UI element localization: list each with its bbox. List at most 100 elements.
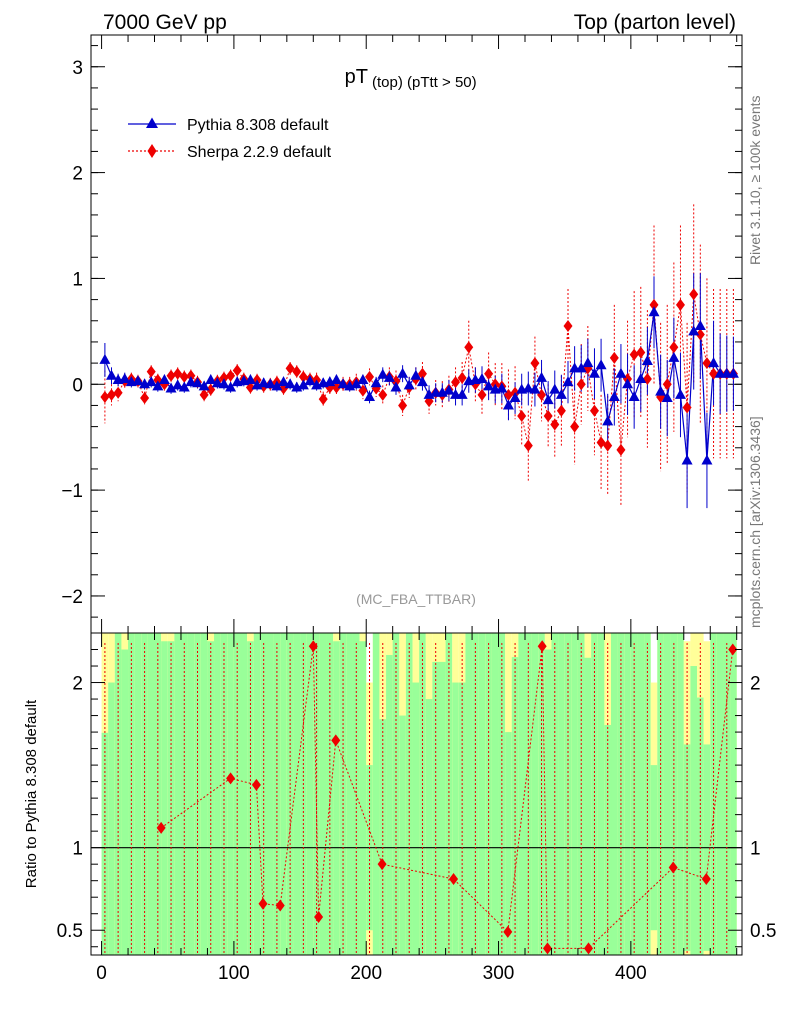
- sherpa-marker: [603, 439, 613, 452]
- sherpa-marker: [318, 393, 328, 406]
- ratio-band-1sigma: [597, 633, 605, 955]
- ratio-band-1sigma: [346, 633, 353, 955]
- ratio-band-1sigma: [458, 682, 466, 955]
- pythia-marker: [522, 382, 534, 393]
- pythia-marker: [106, 369, 118, 380]
- ratio-band-1sigma: [260, 633, 267, 955]
- ratio-marker: [314, 911, 324, 924]
- ratio-band-1sigma: [584, 657, 592, 955]
- sherpa-marker: [391, 375, 401, 388]
- pythia-marker: [410, 369, 422, 380]
- ratio-band-1sigma: [392, 633, 400, 955]
- ratio-band-1sigma: [167, 641, 175, 955]
- sherpa-marker: [140, 392, 150, 405]
- ratio-band-1sigma: [591, 633, 598, 955]
- pythia-marker: [364, 390, 376, 401]
- ratio-marker: [503, 925, 513, 938]
- main-ytick-label: −2: [61, 587, 83, 608]
- sherpa-marker: [609, 351, 619, 364]
- ratio-band-1sigma: [611, 633, 618, 955]
- ratio-band-1sigma: [630, 633, 638, 955]
- ratio-panel: 0.5 0.5 1 1 2 2 0 100 200 300 400 Ratio to Pythia…: [23, 632, 776, 984]
- ratio-band-1sigma: [233, 633, 241, 955]
- header-left: 7000 GeV pp: [103, 11, 227, 34]
- pythia-marker: [304, 375, 316, 386]
- rivet-label: Rivet 3.1.10, ≥ 100k events: [747, 95, 763, 265]
- ratio-band-1sigma: [412, 682, 420, 955]
- sherpa-marker: [675, 298, 685, 311]
- ratio-band-1sigma: [716, 633, 724, 955]
- ratio-band-1sigma: [511, 657, 519, 955]
- ratio-marker: [668, 861, 678, 874]
- ratio-band-1sigma: [399, 715, 406, 955]
- ratio-band-1sigma: [273, 633, 281, 955]
- sherpa-marker: [113, 386, 123, 399]
- ratio-data: [91, 640, 742, 955]
- ratio-bands: [101, 633, 737, 955]
- ratio-band-1sigma: [419, 633, 426, 955]
- pythia-marker: [158, 374, 170, 385]
- ratio-band-1sigma: [657, 633, 664, 955]
- pythia-marker: [244, 374, 256, 385]
- pythia-marker: [172, 379, 184, 390]
- x-ticks: 0 100 200 300 400: [96, 633, 738, 984]
- main-y-ticks: −2 −1 0 1 2 3: [61, 35, 742, 633]
- ratio-band-1sigma: [154, 633, 162, 955]
- main-ytick-label: 0: [72, 375, 83, 396]
- ratio-marker: [542, 942, 552, 955]
- ratio-band-1sigma: [710, 633, 717, 955]
- ratio-band-1sigma: [624, 633, 631, 955]
- pythia-marker: [165, 382, 177, 393]
- ratio-marker: [331, 734, 341, 747]
- ratio-band-1sigma: [730, 633, 737, 955]
- sherpa-marker: [232, 364, 242, 377]
- xtick-label: 0: [96, 963, 107, 984]
- sherpa-marker: [378, 388, 388, 401]
- pythia-marker: [622, 378, 634, 389]
- ratio-band-1sigma: [637, 633, 645, 955]
- ratio-band-1sigma: [306, 633, 314, 955]
- sherpa-marker: [589, 404, 599, 417]
- pythia-marker: [701, 454, 713, 465]
- pythia-marker: [727, 367, 739, 378]
- legend-sherpa-label: Sherpa 2.2.9 default: [187, 144, 332, 161]
- main-ytick-label: 3: [72, 58, 83, 79]
- main-ytick-label: 2: [72, 164, 83, 185]
- sherpa-marker: [523, 439, 533, 452]
- ratio-band-1sigma: [670, 633, 678, 955]
- pythia-marker: [377, 368, 389, 379]
- pythia-marker: [185, 376, 197, 387]
- ratio-ytick-label-right: 1: [750, 839, 761, 860]
- pythia-marker: [655, 385, 667, 396]
- xtick-label: 100: [218, 963, 250, 984]
- pythia-marker: [258, 377, 270, 388]
- pythia-marker: [271, 380, 283, 391]
- pythia-marker: [132, 375, 144, 386]
- xtick-label: 300: [483, 963, 515, 984]
- pythia-marker: [575, 362, 587, 373]
- ratio-band-1sigma: [372, 633, 380, 955]
- pythia-marker: [119, 372, 131, 383]
- legend-item-pythia: Pythia 8.308 default: [128, 117, 329, 134]
- pythia-marker: [350, 378, 362, 389]
- sherpa-marker: [292, 365, 302, 378]
- ratio-band-1sigma: [425, 699, 433, 955]
- sherpa-marker: [464, 341, 474, 354]
- ratio-band-1sigma: [538, 633, 545, 955]
- ratio-band-1sigma: [286, 633, 294, 955]
- ratio-band-1sigma: [438, 661, 446, 955]
- pythia-marker: [615, 367, 627, 378]
- ratio-band-1sigma: [266, 633, 274, 955]
- ratio-band-1sigma: [644, 633, 651, 955]
- pythia-marker: [225, 381, 237, 392]
- ratio-band-1sigma: [174, 633, 181, 955]
- pythia-marker: [555, 388, 567, 399]
- pythia-marker: [688, 325, 700, 336]
- sherpa-marker: [550, 418, 560, 431]
- ratio-marker: [156, 821, 166, 834]
- sherpa-marker: [576, 378, 586, 391]
- pythia-marker: [297, 379, 309, 390]
- ratio-band-1sigma: [544, 649, 552, 955]
- ratio-band-1sigma: [180, 633, 188, 955]
